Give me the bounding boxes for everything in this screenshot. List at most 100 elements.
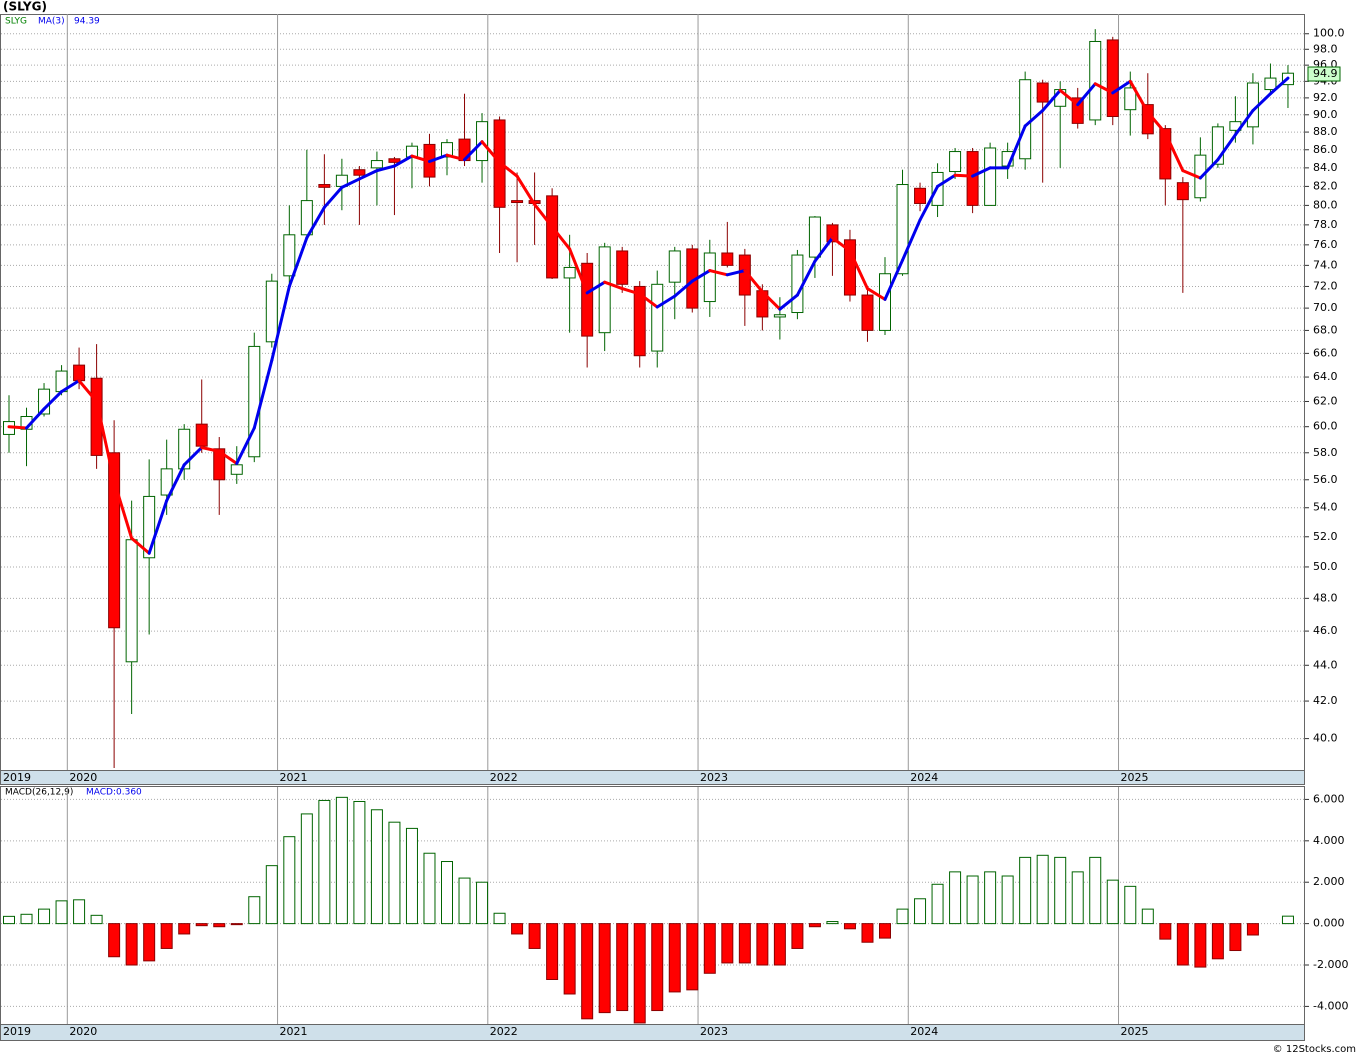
candle-body [1019,79,1032,160]
macd-bar [808,923,821,928]
macd-bar [773,923,786,966]
ma-segment [918,184,940,222]
macd-bar [826,921,839,925]
ma-segment [1233,109,1255,137]
candle-body [773,314,786,318]
macd-bar [1229,923,1242,952]
ma-segment [1251,92,1272,113]
macd-bar [1019,856,1032,925]
y-tick-label: 56.0 [1313,473,1338,486]
y-tick-label: 62.0 [1313,394,1338,407]
candle-body [125,539,138,663]
macd-bar [423,852,436,925]
macd-bar [1159,923,1172,940]
candle-body [668,250,681,283]
macd-bar [230,923,243,926]
ma-segment [7,425,29,430]
ma-segment [305,205,326,240]
macd-bar [984,871,997,925]
candle-body [73,364,86,382]
ma-segment [1198,158,1220,180]
ma-segment [830,236,852,253]
macd-bar [756,923,769,966]
ma-segment [1093,82,1115,95]
y-tick-label: 90.0 [1313,108,1338,121]
macd-bar [73,899,86,925]
y-tick-label: 92.0 [1313,91,1338,104]
macd-bar [388,821,401,925]
x-axis-strip [0,1024,1305,1041]
ma-segment [427,153,449,163]
ma-segment [813,236,834,263]
y-tick-label: 76.0 [1313,238,1338,251]
x-tick-label: 2023 [700,771,728,784]
ma-segment [217,449,239,465]
candle-body [1106,39,1119,118]
macd-bar [108,923,121,958]
y-tick-label: 66.0 [1313,346,1338,359]
ma-segment [42,390,64,411]
ma-segment [778,293,799,311]
macd-bar [511,923,524,935]
ma-segment [971,166,992,178]
chart-title: (SLYG) [3,0,47,14]
y-tick-label: 4.000 [1313,834,1345,847]
x-tick-label: 2020 [69,1025,97,1038]
macd-bar [335,796,348,925]
ma-segment [147,499,169,555]
y-tick-label: 74.0 [1313,258,1338,271]
candle-body [914,187,927,204]
macd-bar [791,923,804,949]
candle-body [984,147,997,206]
ma-segment [725,269,747,277]
candle-body [1036,82,1049,103]
candle-body [1124,87,1137,111]
macd-bar [843,923,856,930]
ma-segment [550,225,572,251]
y-tick-label: 88.0 [1313,125,1338,138]
macd-bar [861,923,874,943]
macd-bar [581,923,594,1020]
ma-segment [112,479,134,540]
x-tick-label: 2025 [1121,1025,1149,1038]
ma-segment [655,294,677,309]
candle-body [546,195,559,279]
candle-body [896,184,909,275]
candle-body [879,273,891,331]
macd-bar [90,914,103,925]
candle-body [1159,128,1172,180]
ma-segment [25,407,46,430]
ma-segment [1006,124,1027,170]
ma-segment [200,445,221,453]
macd-bar [20,913,33,925]
x-tick-label: 2025 [1121,771,1149,784]
ma-segment [1216,133,1237,162]
x-tick-label: 2019 [3,771,31,784]
y-tick-label: -2.000 [1313,958,1348,971]
candle-body [598,246,611,334]
macd-bar [178,923,191,935]
candle-body [265,280,278,343]
candle-body [826,224,839,243]
ma-segment [1058,88,1080,107]
ma-segment [60,379,81,394]
macd-bar [1194,923,1207,968]
candle-body [808,216,821,258]
macd-bar [896,908,909,925]
last-price-box [1307,66,1341,82]
macd-bar [248,896,261,925]
ma-segment [182,445,204,467]
macd-label: MACD(26,12,9) [5,788,73,798]
price-panel [0,14,1305,771]
candle-body [213,448,226,481]
last-price-label: 94.9 [1313,67,1338,80]
macd-bar [265,865,278,925]
ma-segment [883,258,905,301]
macd-bar [914,898,927,925]
y-tick-label: 58.0 [1313,446,1338,459]
macd-bar [160,923,173,949]
macd-bar [213,923,226,928]
macd-bar [546,923,559,980]
candle-body [370,160,383,169]
y-tick-label: 46.0 [1313,624,1338,637]
